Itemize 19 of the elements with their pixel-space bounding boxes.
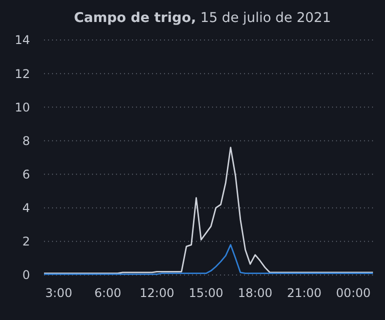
chart-title: Campo de trigo, <box>74 10 196 26</box>
y-tick-label: 14 <box>14 33 30 48</box>
y-tick-label: 8 <box>22 134 30 148</box>
chart-subtitle: 15 de julio de 2021 <box>196 10 331 26</box>
x-tick-label: 21:00 <box>286 286 322 300</box>
y-tick-label: 0 <box>22 268 30 282</box>
x-tick-label: 12:00 <box>140 286 174 300</box>
y-tick-label: 4 <box>22 201 30 216</box>
x-tick-label: 00:00 <box>336 286 371 300</box>
x-tick-label: 6:00 <box>94 286 122 300</box>
line-series <box>43 146 374 274</box>
x-tick-label: 3:00 <box>45 286 72 300</box>
x-tick-label: 18:00 <box>238 286 272 300</box>
x-tick-label: 15:00 <box>188 286 224 300</box>
y-tick-label: 12 <box>14 66 30 81</box>
y-tick-label: 2 <box>22 234 30 249</box>
y-tick-label: 6 <box>22 167 30 182</box>
y-tick-label: 10 <box>14 100 30 114</box>
line-series <box>43 244 374 275</box>
